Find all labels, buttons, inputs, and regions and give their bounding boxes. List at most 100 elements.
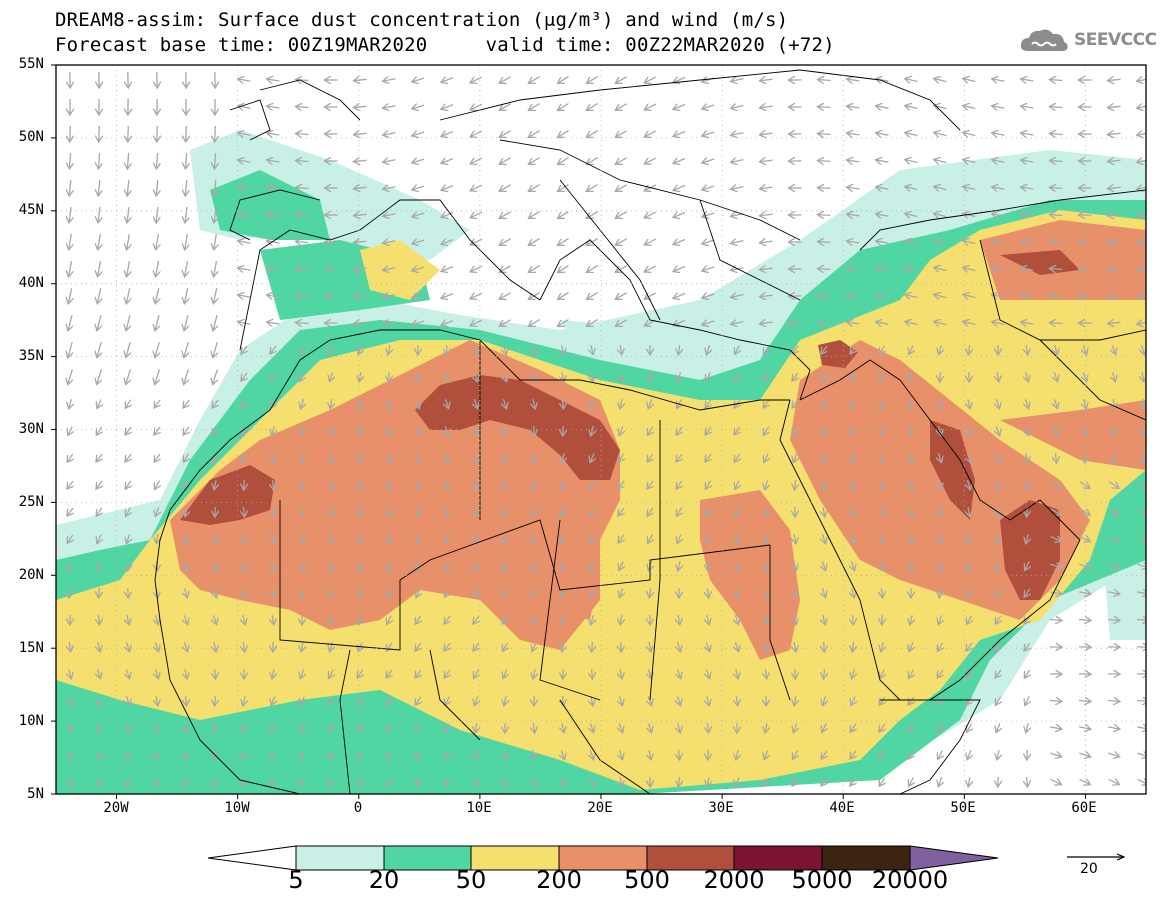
wind-arrow <box>69 399 72 409</box>
wind-arrow <box>215 668 216 679</box>
wind-arrow <box>851 399 855 408</box>
wind-arrow <box>267 106 280 108</box>
lat-label: 15N <box>18 640 44 656</box>
wind-arrow <box>272 668 274 679</box>
wind-arrow <box>620 614 621 625</box>
wind-arrow <box>1108 536 1120 541</box>
wind-arrow <box>939 507 942 517</box>
wind-arrow <box>473 615 479 624</box>
wind-arrow <box>243 641 244 652</box>
wind-arrow <box>474 696 477 705</box>
wind-arrow <box>793 453 796 462</box>
wind-arrow <box>243 615 246 625</box>
wind-arrow <box>67 534 72 543</box>
wind-arrow <box>992 241 1005 244</box>
wind-arrow <box>388 344 390 355</box>
wind-arrow <box>679 749 680 760</box>
wind-arrow <box>126 641 129 652</box>
wind-arrow <box>185 179 187 196</box>
wind-arrow <box>238 322 251 325</box>
map-title: DREAM8-assim: Surface dust concentration… <box>55 9 789 31</box>
wind-arrow <box>416 723 420 733</box>
wind-arrow <box>793 426 798 436</box>
wind-arrow <box>241 345 247 354</box>
wind-arrow <box>155 369 160 384</box>
wind-arrow <box>359 425 361 436</box>
wind-arrow <box>818 134 831 135</box>
wind-arrow <box>934 78 947 81</box>
wind-arrow <box>707 696 710 706</box>
wind-arrow <box>503 669 507 678</box>
wind-arrow <box>155 315 159 331</box>
wind-arrow <box>1078 727 1091 729</box>
reference-wind-label: 20 <box>1080 861 1098 877</box>
wind-arrow <box>1137 187 1146 190</box>
wind-arrow <box>731 241 744 244</box>
wind-arrow <box>97 315 101 331</box>
wind-arrow <box>412 240 425 244</box>
wind-arrow <box>330 614 331 625</box>
axis-ticks <box>51 64 1086 799</box>
wind-arrow <box>673 240 686 245</box>
wind-arrow <box>272 614 274 625</box>
wind-arrow <box>242 561 245 570</box>
wind-arrow <box>968 776 970 787</box>
wind-arrow <box>1137 160 1146 163</box>
wind-arrow <box>299 750 305 759</box>
wind-arrow <box>98 152 99 169</box>
wind-arrow <box>934 132 947 135</box>
wind-arrow <box>615 103 628 110</box>
wind-arrow <box>1027 479 1028 490</box>
wind-arrow <box>1055 452 1056 463</box>
wind-arrow <box>98 641 100 652</box>
wind-arrow <box>938 615 942 624</box>
wind-arrow <box>620 668 622 679</box>
lat-label: 50N <box>18 129 44 145</box>
wind-arrow <box>359 533 361 544</box>
wind-arrow <box>127 233 130 250</box>
wind-arrow <box>475 344 477 355</box>
wind-arrow <box>267 187 280 189</box>
wind-arrow <box>967 453 970 462</box>
wind-arrow <box>731 106 744 109</box>
wind-arrow <box>1078 592 1091 594</box>
wind-arrow <box>1084 425 1085 436</box>
wind-arrow <box>794 561 797 571</box>
wind-arrow <box>561 777 564 786</box>
wind-arrow <box>447 344 448 355</box>
wind-arrow <box>995 669 1001 678</box>
wind-arrow <box>359 453 362 463</box>
wind-arrow <box>847 79 860 81</box>
wind-arrow <box>707 345 710 355</box>
wind-arrow <box>296 296 309 297</box>
wind-arrow <box>271 561 274 570</box>
wind-arrow <box>678 345 679 355</box>
wind-arrow <box>997 371 999 382</box>
wind-arrow <box>127 260 130 277</box>
wind-arrow <box>412 267 425 271</box>
wind-arrow <box>996 723 1000 732</box>
wind-arrow <box>185 560 187 571</box>
wind-arrow <box>126 315 130 331</box>
wind-arrow <box>905 160 918 163</box>
wind-arrow <box>905 268 918 271</box>
wind-arrow <box>876 160 889 162</box>
wind-arrow <box>499 238 512 245</box>
wind-arrow <box>734 453 739 462</box>
wind-arrow <box>415 669 421 678</box>
wind-arrow <box>905 295 918 298</box>
wind-arrow <box>823 588 826 598</box>
wind-arrow <box>412 186 425 190</box>
wind-arrow <box>475 722 477 733</box>
lat-label: 45N <box>18 202 44 218</box>
wind-arrow <box>1142 345 1145 355</box>
wind-arrow <box>996 426 999 435</box>
wind-arrow <box>586 130 598 138</box>
wind-arrow <box>1054 372 1057 381</box>
wind-arrow <box>241 777 247 786</box>
wind-arrow <box>155 342 159 357</box>
wind-arrow <box>67 480 73 489</box>
wind-arrow <box>358 507 361 516</box>
wind-arrow <box>764 777 769 787</box>
wind-arrow <box>763 345 768 354</box>
